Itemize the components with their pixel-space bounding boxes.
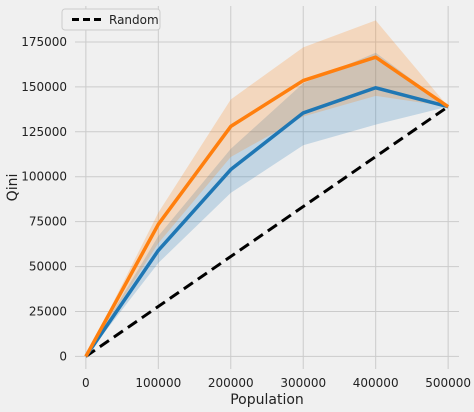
- series-lines: [84, 55, 450, 358]
- x-tick-label: 200000: [208, 376, 254, 390]
- x-tick-label: 300000: [280, 376, 326, 390]
- grid: [75, 6, 459, 369]
- y-tick-label: 125000: [21, 125, 67, 139]
- y-tick-label: 0: [59, 349, 67, 363]
- y-tick-label: 75000: [29, 215, 67, 229]
- y-tick-label: 50000: [29, 260, 67, 274]
- x-tick-label: 100000: [135, 376, 181, 390]
- series-line-1: [84, 86, 449, 358]
- legend: Random: [61, 8, 161, 31]
- confidence-band-series-2: [85, 20, 449, 357]
- y-tick-label: 175000: [21, 35, 67, 49]
- x-axis-label: Population: [230, 392, 304, 408]
- y-tick-label: 25000: [29, 304, 67, 318]
- series-line-2: [84, 55, 450, 358]
- x-tick-label: 500000: [425, 376, 471, 390]
- legend-label-random: Random: [109, 13, 159, 27]
- confidence-band-series-1: [85, 52, 449, 357]
- x-tick-label: 0: [82, 376, 90, 390]
- y-tick-label: 150000: [21, 80, 67, 94]
- legend-box: [61, 8, 161, 31]
- random-baseline-line: [85, 105, 449, 358]
- y-axis-label: Qini: [5, 174, 21, 202]
- confidence-bands: [85, 20, 449, 357]
- tick-labels: 0 100000 200000 300000 400000 500000 0 25000 500…: [21, 35, 471, 390]
- y-tick-label: 100000: [21, 170, 67, 184]
- x-tick-label: 400000: [353, 376, 399, 390]
